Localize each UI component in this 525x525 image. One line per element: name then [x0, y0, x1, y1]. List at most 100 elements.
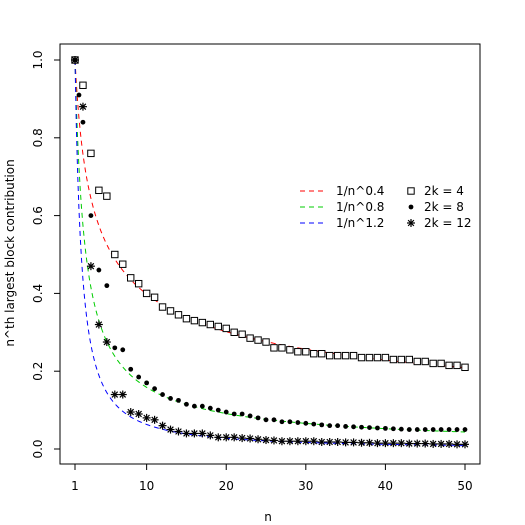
x-axis-title: n [264, 510, 272, 524]
point-2k-4 [262, 338, 270, 346]
point-2k-4 [302, 348, 310, 356]
point-2k-8 [375, 425, 380, 431]
point-2k-4 [214, 322, 222, 331]
point-2k-12 [413, 439, 422, 448]
point-2k-4 [405, 355, 413, 364]
point-2k-12 [333, 437, 342, 446]
point-2k-12 [301, 437, 310, 446]
point-2k-12 [182, 429, 191, 438]
point-2k-4 [445, 361, 453, 370]
x-tick-label: 10 [139, 479, 154, 493]
point-2k-12 [134, 409, 143, 418]
point-2k-12 [206, 431, 215, 440]
point-2k-4 [389, 355, 398, 364]
point-2k-12 [325, 437, 334, 446]
point-2k-8 [199, 403, 205, 409]
point-2k-8 [367, 425, 372, 431]
point-2k-12 [365, 438, 374, 447]
point-2k-4 [349, 351, 358, 360]
point-2k-4 [79, 81, 87, 89]
point-2k-12 [341, 438, 350, 447]
point-2k-12 [142, 413, 151, 422]
y-axis-title: n^th largest block contribution [3, 159, 17, 346]
point-2k-4 [150, 293, 159, 301]
point-2k-4 [119, 260, 127, 268]
point-2k-8 [390, 426, 396, 432]
point-2k-12 [397, 439, 406, 448]
point-2k-4 [365, 353, 374, 362]
point-2k-4 [318, 349, 326, 358]
point-2k-4 [103, 192, 111, 200]
point-2k-8 [136, 374, 142, 380]
point-2k-12 [126, 408, 135, 417]
curve-1-n-1-2 [74, 59, 466, 446]
point-2k-4 [461, 363, 469, 372]
point-2k-8 [414, 427, 420, 432]
point-2k-8 [295, 420, 301, 425]
point-2k-8 [462, 427, 468, 432]
point-2k-8 [398, 426, 404, 432]
plot-area [59, 43, 481, 465]
point-2k-4 [341, 351, 350, 360]
point-2k-4 [206, 320, 215, 329]
point-2k-8 [422, 427, 428, 432]
point-2k-4 [413, 357, 421, 366]
point-2k-12 [437, 439, 446, 448]
point-2k-8 [144, 380, 150, 386]
point-2k-8 [319, 422, 325, 428]
point-2k-12 [357, 438, 366, 447]
point-2k-8 [112, 345, 118, 351]
point-2k-12 [94, 320, 103, 329]
point-2k-8 [263, 417, 269, 423]
point-2k-12 [309, 437, 318, 446]
reference-curves [74, 59, 466, 446]
point-2k-12 [262, 436, 271, 445]
point-2k-12 [158, 421, 167, 430]
point-2k-8 [454, 427, 460, 432]
point-2k-12 [78, 102, 87, 111]
point-2k-12 [381, 439, 390, 448]
point-2k-8 [104, 283, 110, 289]
point-2k-4 [254, 336, 262, 344]
point-2k-4 [246, 334, 254, 342]
point-2k-12 [293, 437, 302, 446]
legend-label: 2k = 4 [424, 184, 464, 198]
x-tick-label: 1 [71, 479, 79, 493]
curve-1-n-0-8 [74, 59, 466, 433]
point-2k-12 [373, 439, 382, 448]
x-tick-label: 30 [298, 479, 313, 493]
point-2k-4 [357, 353, 366, 362]
point-2k-8 [327, 423, 333, 429]
legend-marker [407, 219, 415, 227]
point-2k-12 [150, 415, 159, 424]
point-2k-4 [230, 328, 238, 337]
point-2k-4 [111, 250, 119, 259]
point-2k-8 [215, 407, 221, 413]
point-2k-4 [333, 351, 342, 360]
point-2k-4 [286, 346, 294, 354]
point-2k-12 [118, 390, 127, 399]
point-2k-8 [271, 417, 277, 423]
point-2k-8 [168, 396, 173, 401]
point-2k-4 [325, 351, 334, 360]
axes: 1 10 20 30 40 50 0.0 0.2 0.4 0.6 0.8 1.0 [31, 50, 473, 493]
point-2k-4 [174, 311, 183, 319]
legend: 1/n^0.4 1/n^0.8 1/n^1.2 2k = 4 2k = 8 2k = 12 [300, 184, 472, 230]
point-2k-12 [166, 425, 175, 434]
point-2k-8 [279, 419, 285, 425]
point-2k-4 [310, 349, 318, 358]
point-2k-8 [223, 409, 229, 415]
point-2k-8 [287, 419, 293, 425]
point-2k-12 [461, 440, 469, 449]
point-2k-12 [421, 439, 430, 448]
point-2k-8 [438, 427, 444, 432]
point-2k-8 [406, 427, 412, 432]
point-2k-4 [134, 279, 143, 288]
point-2k-8 [120, 347, 126, 353]
legend-marker [407, 187, 415, 195]
point-2k-12 [429, 439, 438, 448]
y-tick-label: 0.2 [31, 362, 45, 381]
point-2k-4 [238, 330, 246, 338]
point-2k-8 [383, 425, 388, 431]
